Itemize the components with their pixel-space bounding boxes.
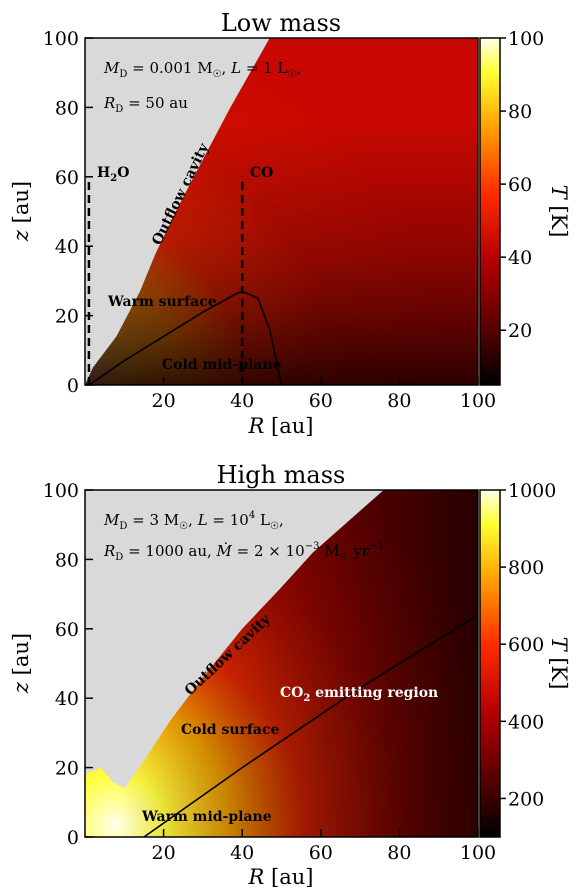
top-colorbar-tick-label: 60 <box>508 174 532 196</box>
top-y-axis-label: z [au] <box>9 181 33 242</box>
bottom-y-tick-label: 0 <box>67 827 79 849</box>
top-annot-cold-midplane: Cold mid-plane <box>162 357 282 373</box>
bottom-x-tick-label: 100 <box>460 842 496 864</box>
bottom-x-tick-label: 60 <box>309 842 333 864</box>
top-colorbar <box>479 37 501 386</box>
bottom-param-line2: RD = 1000 au, Ṁ = 2 × 10−3 M☉ yr−1 <box>103 541 384 563</box>
top-x-tick-label: 100 <box>460 390 496 412</box>
bottom-colorbar-ticks: 200 400 600 800 1000 <box>500 480 556 810</box>
top-annot-warm-surface: Warm surface <box>107 294 217 310</box>
top-y-tick-label: 0 <box>67 375 79 397</box>
bottom-outflow-cavity <box>85 490 384 789</box>
top-panel: Low mass MD = 0.001 M☉, L = 1 L☉, RD = 5… <box>9 9 571 438</box>
co2-region-boundary <box>143 614 478 837</box>
bottom-colorbar-tick-label: 400 <box>508 711 544 733</box>
top-colorbar-tick-label: 100 <box>508 28 544 50</box>
top-warm-surface-boundary <box>88 290 283 385</box>
bottom-y-tick-label: 60 <box>55 619 79 641</box>
bottom-colorbar-tick-label: 800 <box>508 557 544 579</box>
h2o-snowline-label: H2O <box>97 165 129 184</box>
bottom-plot-frame <box>84 489 479 838</box>
top-colorbar-label: T [K] <box>547 185 571 238</box>
top-y-tick-label: 100 <box>43 28 79 50</box>
bottom-annot-warm-midplane: Warm mid-plane <box>141 809 272 825</box>
top-colorbar-ticks: 20 40 60 80 100 <box>500 28 544 342</box>
top-x-axis-label: R [au] <box>248 414 314 438</box>
top-x-tick-label: 80 <box>387 390 411 412</box>
top-y-tick-label: 60 <box>55 167 79 189</box>
top-colorbar-tick-label: 80 <box>508 101 532 123</box>
bottom-y-axis-label: z [au] <box>9 633 33 694</box>
bottom-panel: High mass MD = 3 M☉, L = 104 L☉, RD = 10… <box>9 461 571 889</box>
bottom-y-tick-label: 80 <box>55 549 79 571</box>
top-plot-frame <box>84 37 479 386</box>
bottom-x-axis-label: R [au] <box>248 865 314 889</box>
bottom-annot-co2-region: CO2 emitting region <box>280 685 438 704</box>
top-param-line2: RD = 50 au <box>103 94 188 115</box>
top-y-tick-label: 20 <box>55 306 79 328</box>
bottom-colorbar-tick-label: 200 <box>508 788 544 810</box>
top-param-line1: MD = 0.001 M☉, L = 1 L☉, <box>103 59 301 80</box>
bottom-x-tick-label: 80 <box>387 842 411 864</box>
bottom-x-tick-label: 40 <box>230 842 254 864</box>
top-y-tick-label: 80 <box>55 97 79 119</box>
bottom-colorbar-tick-label: 1000 <box>508 480 556 502</box>
bottom-x-tick-label: 20 <box>152 842 176 864</box>
top-axis-ticks: 20 40 60 80 100 0 20 40 60 80 100 <box>43 28 496 412</box>
top-x-tick-label: 60 <box>309 390 333 412</box>
top-outflow-cavity <box>85 38 270 385</box>
bottom-colorbar <box>479 489 501 838</box>
bottom-annot-cold-surface: Cold surface <box>181 722 280 738</box>
bottom-axis-ticks: 20 40 60 80 100 0 20 40 60 80 100 <box>43 480 496 864</box>
top-colorbar-tick-label: 20 <box>508 320 532 342</box>
bottom-y-tick-label: 40 <box>55 688 79 710</box>
top-x-tick-label: 20 <box>152 390 176 412</box>
top-x-tick-label: 40 <box>230 390 254 412</box>
top-panel-title: Low mass <box>221 9 341 37</box>
top-y-tick-label: 40 <box>55 236 79 258</box>
bottom-y-tick-label: 100 <box>43 480 79 502</box>
top-colorbar-tick-label: 40 <box>508 247 532 269</box>
co-snowline-label: CO <box>250 165 273 181</box>
bottom-colorbar-tick-label: 600 <box>508 634 544 656</box>
bottom-panel-title: High mass <box>217 461 346 489</box>
bottom-y-tick-label: 20 <box>55 758 79 780</box>
bottom-colorbar-label: T [K] <box>547 637 571 690</box>
bottom-param-line1: MD = 3 M☉, L = 104 L☉, <box>103 510 284 532</box>
